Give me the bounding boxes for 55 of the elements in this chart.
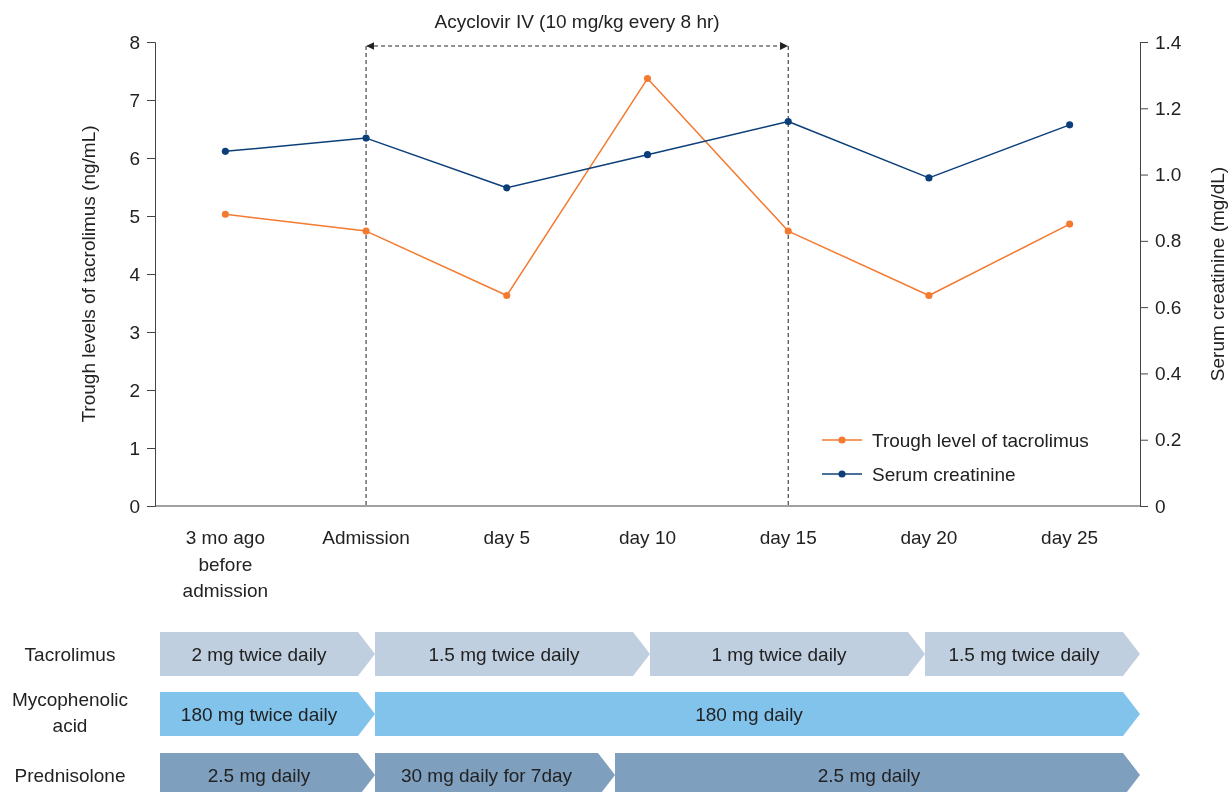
y2-tick-label: 1.2 (1155, 97, 1182, 119)
point (221, 210, 229, 218)
x-tick-label: 3 mo ago before admission (182, 527, 269, 602)
y2-tick-label: 0 (1155, 495, 1166, 517)
text: 1.5 mg twice daily (948, 644, 1100, 665)
point (503, 291, 511, 300)
point (503, 184, 511, 192)
x-tick-label: day 15 (759, 527, 817, 548)
y2-tick-label: 0.2 (1155, 429, 1182, 451)
y-tick-label: 6 (129, 147, 140, 169)
text: 1 mg twice daily (711, 644, 848, 665)
x-tick-label: day 5 (483, 527, 531, 548)
point (643, 74, 652, 83)
x-tick-label: day 25 (1041, 527, 1099, 548)
text: 180 mg daily (695, 704, 804, 725)
point (1066, 220, 1074, 228)
y-tick-label: 4 (129, 263, 141, 285)
y2-tick-label: 1.0 (1155, 164, 1182, 186)
y2-tick-label: 0.8 (1155, 230, 1182, 252)
y-tick-label: 2 (129, 379, 140, 401)
y2-tick-label: 0.6 (1155, 296, 1182, 318)
y2-tick-label: 0.4 (1155, 363, 1182, 385)
point (362, 134, 370, 142)
y-tick-label: 1 (129, 437, 140, 459)
text: Tacrolimus (24, 644, 116, 665)
y-tick-label: 3 (129, 321, 140, 343)
point (925, 174, 933, 182)
text: Prednisolone (14, 765, 126, 786)
text: 2.5 mg daily (817, 765, 921, 786)
text: Mycophenolic acid (11, 688, 129, 737)
point (362, 227, 370, 235)
y-tick-label: 5 (129, 205, 140, 227)
x-tick-label: day 20 (900, 527, 958, 548)
y2-axis-title: Serum creatinine (mg/dL) (1207, 166, 1228, 382)
text: 1.5 mg twice daily (428, 644, 580, 665)
point (925, 291, 933, 300)
x-tick-label: Admission (322, 527, 410, 548)
point (643, 151, 652, 159)
text: 2 mg twice daily (191, 644, 328, 665)
point (784, 117, 792, 126)
point (784, 227, 792, 235)
point (1066, 121, 1074, 129)
x-tick-label: day 10 (618, 527, 677, 548)
y2-tick-label: 1.4 (1155, 31, 1182, 53)
y-axis-title: Trough levels of tacrolimus (ng/mL) (78, 125, 99, 423)
y-tick-label: 0 (129, 495, 140, 517)
y-tick-label: 8 (129, 31, 140, 53)
legend-label: Trough level of tacrolimus (872, 430, 1089, 451)
text: 180 mg twice daily (180, 704, 338, 725)
text: 30 mg daily for 7day (400, 765, 573, 786)
text: Acyclovir IV (10 mg/kg every 8 hr) (434, 11, 720, 32)
legend-label: Serum creatinine (872, 464, 1016, 485)
text: 2.5 mg daily (207, 765, 311, 786)
point (221, 147, 229, 155)
y-tick-label: 7 (129, 89, 140, 111)
